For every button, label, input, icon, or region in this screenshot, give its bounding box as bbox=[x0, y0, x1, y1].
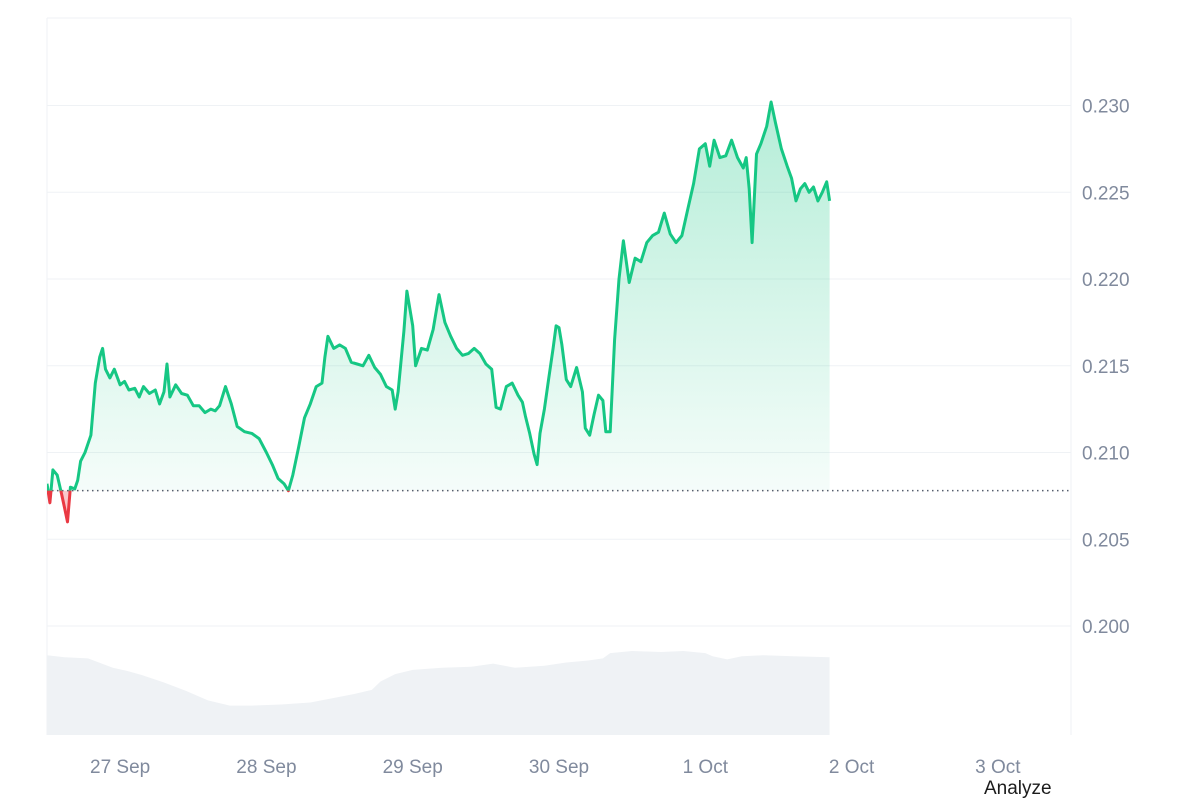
y-tick-label: 0.220 bbox=[1082, 270, 1130, 291]
x-axis: 27 Sep 28 Sep 29 Sep 30 Sep 1 Oct 2 Oct 3 Oct bbox=[90, 757, 1021, 778]
analyze-button[interactable]: Analyze bbox=[984, 778, 1052, 799]
price-line bbox=[47, 100, 832, 524]
y-axis: 0.200 0.205 0.210 0.215 0.220 0.225 0.230 bbox=[1082, 97, 1130, 639]
area-up bbox=[47, 102, 830, 491]
volume-area bbox=[47, 651, 830, 735]
x-tick-label: 3 Oct bbox=[975, 757, 1021, 778]
x-tick-label: 29 Sep bbox=[383, 757, 443, 778]
volume-shape bbox=[47, 651, 830, 735]
x-tick-label: 1 Oct bbox=[683, 757, 729, 778]
y-tick-label: 0.200 bbox=[1082, 617, 1130, 638]
y-tick-label: 0.225 bbox=[1082, 183, 1130, 204]
y-tick-label: 0.210 bbox=[1082, 444, 1130, 465]
y-tick-label: 0.215 bbox=[1082, 357, 1130, 378]
y-tick-label: 0.205 bbox=[1082, 530, 1130, 551]
line-up bbox=[47, 100, 832, 491]
x-tick-label: 2 Oct bbox=[829, 757, 875, 778]
x-tick-label: 30 Sep bbox=[529, 757, 589, 778]
x-tick-label: 28 Sep bbox=[236, 757, 296, 778]
x-tick-label: 27 Sep bbox=[90, 757, 150, 778]
price-area bbox=[47, 102, 830, 522]
y-tick-label: 0.230 bbox=[1082, 97, 1130, 118]
